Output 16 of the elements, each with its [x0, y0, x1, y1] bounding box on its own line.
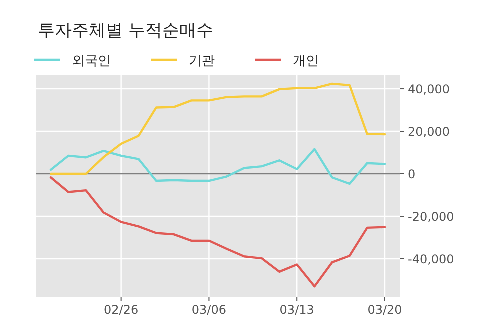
y-tick-label: 20,000: [408, 125, 450, 140]
y-tick-label: -40,000: [408, 252, 454, 266]
x-tick-label: 03/06: [192, 303, 227, 317]
chart-title: 투자주체별 누적순매수: [38, 21, 214, 41]
line-series: [50, 82, 386, 176]
line-series: [50, 176, 386, 288]
x-tick-label: 02/26: [104, 303, 139, 317]
line-series: [50, 148, 386, 186]
y-tick-label: 40,000: [408, 82, 450, 97]
x-tick-label: 03/20: [368, 303, 402, 317]
y-tick-label: 0: [408, 167, 416, 182]
x-tick-label: 03/13: [280, 303, 314, 317]
legend-label: 기관: [189, 54, 215, 69]
legend-label: 개인: [293, 54, 319, 69]
y-tick-label: -20,000: [408, 210, 454, 224]
legend-label: 외국인: [72, 54, 111, 69]
